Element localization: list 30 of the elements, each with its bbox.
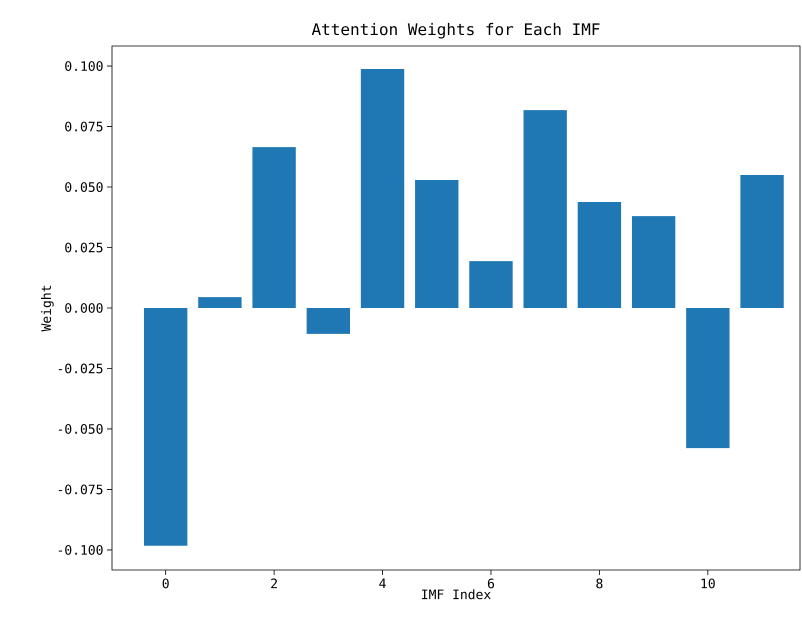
y-tick-label: -0.025 bbox=[58, 364, 102, 374]
y-tick-label: 0.000 bbox=[65, 303, 103, 313]
bar bbox=[524, 110, 567, 308]
bar bbox=[632, 216, 676, 308]
y-tick-label: 0.100 bbox=[65, 61, 103, 71]
y-tick-label: 0.025 bbox=[65, 242, 102, 252]
bar bbox=[198, 297, 242, 308]
bar bbox=[415, 180, 458, 308]
bar bbox=[578, 202, 622, 308]
x-tick-label: 4 bbox=[379, 578, 386, 588]
bar bbox=[469, 261, 513, 308]
x-tick-label: 0 bbox=[162, 578, 169, 588]
chart-title: Attention Weights for Each IMF bbox=[312, 22, 600, 38]
x-tick-label: 6 bbox=[488, 578, 494, 588]
bar bbox=[740, 174, 784, 308]
y-tick-label: -0.050 bbox=[58, 424, 103, 434]
x-tick-label: 10 bbox=[702, 578, 715, 588]
bar bbox=[252, 147, 296, 308]
y-axis-title: Weight bbox=[41, 286, 54, 332]
bar bbox=[360, 68, 404, 308]
x-tick-label: 2 bbox=[271, 578, 277, 588]
y-tick-label: 0.050 bbox=[65, 182, 103, 192]
bar bbox=[686, 308, 730, 448]
bar bbox=[144, 308, 188, 546]
y-tick-label: -0.100 bbox=[58, 544, 103, 555]
y-tick-label: -0.075 bbox=[58, 484, 102, 494]
y-tick-label: 0.075 bbox=[65, 122, 102, 132]
x-tick-label: 8 bbox=[596, 578, 602, 588]
x-axis-title: IMF Index bbox=[422, 589, 491, 600]
bar bbox=[306, 308, 350, 334]
